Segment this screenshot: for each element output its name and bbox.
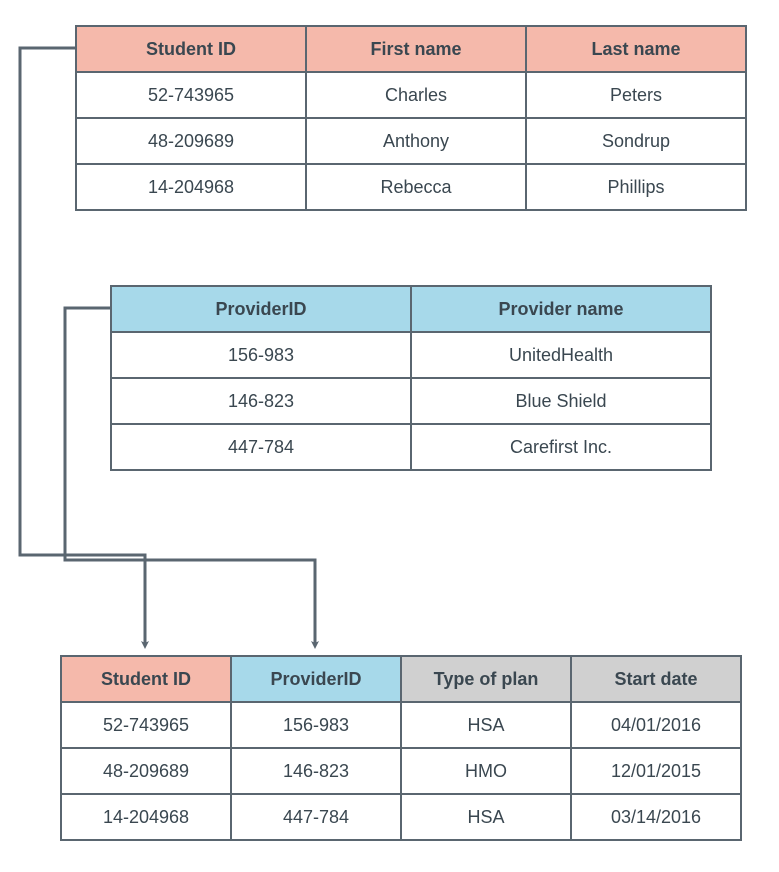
table-cell: Phillips bbox=[526, 164, 746, 210]
column-header: ProviderID bbox=[111, 286, 411, 332]
table-cell: 48-209689 bbox=[61, 748, 231, 794]
table-cell: HMO bbox=[401, 748, 571, 794]
table-cell: 156-983 bbox=[231, 702, 401, 748]
table-row: 156-983UnitedHealth bbox=[111, 332, 711, 378]
table-cell: 48-209689 bbox=[76, 118, 306, 164]
column-header: ProviderID bbox=[231, 656, 401, 702]
diagram-canvas: { "colors": { "header_pink": "#f5b9ab", … bbox=[0, 0, 779, 872]
table-cell: 03/14/2016 bbox=[571, 794, 741, 840]
table-cell: UnitedHealth bbox=[411, 332, 711, 378]
column-header: Student ID bbox=[61, 656, 231, 702]
table-cell: 447-784 bbox=[111, 424, 411, 470]
table-cell: Rebecca bbox=[306, 164, 526, 210]
table-cell: 04/01/2016 bbox=[571, 702, 741, 748]
table-cell: HSA bbox=[401, 702, 571, 748]
table-row: 447-784Carefirst Inc. bbox=[111, 424, 711, 470]
table-cell: Blue Shield bbox=[411, 378, 711, 424]
table-row: 52-743965CharlesPeters bbox=[76, 72, 746, 118]
table-cell: Peters bbox=[526, 72, 746, 118]
column-header: Type of plan bbox=[401, 656, 571, 702]
table-row: 14-204968447-784HSA03/14/2016 bbox=[61, 794, 741, 840]
table-cell: 52-743965 bbox=[61, 702, 231, 748]
table-cell: HSA bbox=[401, 794, 571, 840]
column-header: Student ID bbox=[76, 26, 306, 72]
table-cell: Anthony bbox=[306, 118, 526, 164]
enrollment-table: Student IDProviderIDType of planStart da… bbox=[60, 655, 742, 841]
table-row: 48-209689146-823HMO12/01/2015 bbox=[61, 748, 741, 794]
column-header: Last name bbox=[526, 26, 746, 72]
table-cell: 447-784 bbox=[231, 794, 401, 840]
table-cell: 14-204968 bbox=[61, 794, 231, 840]
table-cell: Carefirst Inc. bbox=[411, 424, 711, 470]
table-row: 14-204968RebeccaPhillips bbox=[76, 164, 746, 210]
table-cell: Charles bbox=[306, 72, 526, 118]
table-cell: 146-823 bbox=[231, 748, 401, 794]
table-row: 146-823Blue Shield bbox=[111, 378, 711, 424]
table-cell: 52-743965 bbox=[76, 72, 306, 118]
students-table: Student IDFirst nameLast name52-743965Ch… bbox=[75, 25, 747, 211]
providers-table: ProviderIDProvider name156-983UnitedHeal… bbox=[110, 285, 712, 471]
table-cell: 14-204968 bbox=[76, 164, 306, 210]
column-header: Start date bbox=[571, 656, 741, 702]
table-row: 52-743965156-983HSA04/01/2016 bbox=[61, 702, 741, 748]
column-header: Provider name bbox=[411, 286, 711, 332]
table-cell: 156-983 bbox=[111, 332, 411, 378]
table-row: 48-209689AnthonySondrup bbox=[76, 118, 746, 164]
table-cell: Sondrup bbox=[526, 118, 746, 164]
table-cell: 146-823 bbox=[111, 378, 411, 424]
column-header: First name bbox=[306, 26, 526, 72]
table-cell: 12/01/2015 bbox=[571, 748, 741, 794]
